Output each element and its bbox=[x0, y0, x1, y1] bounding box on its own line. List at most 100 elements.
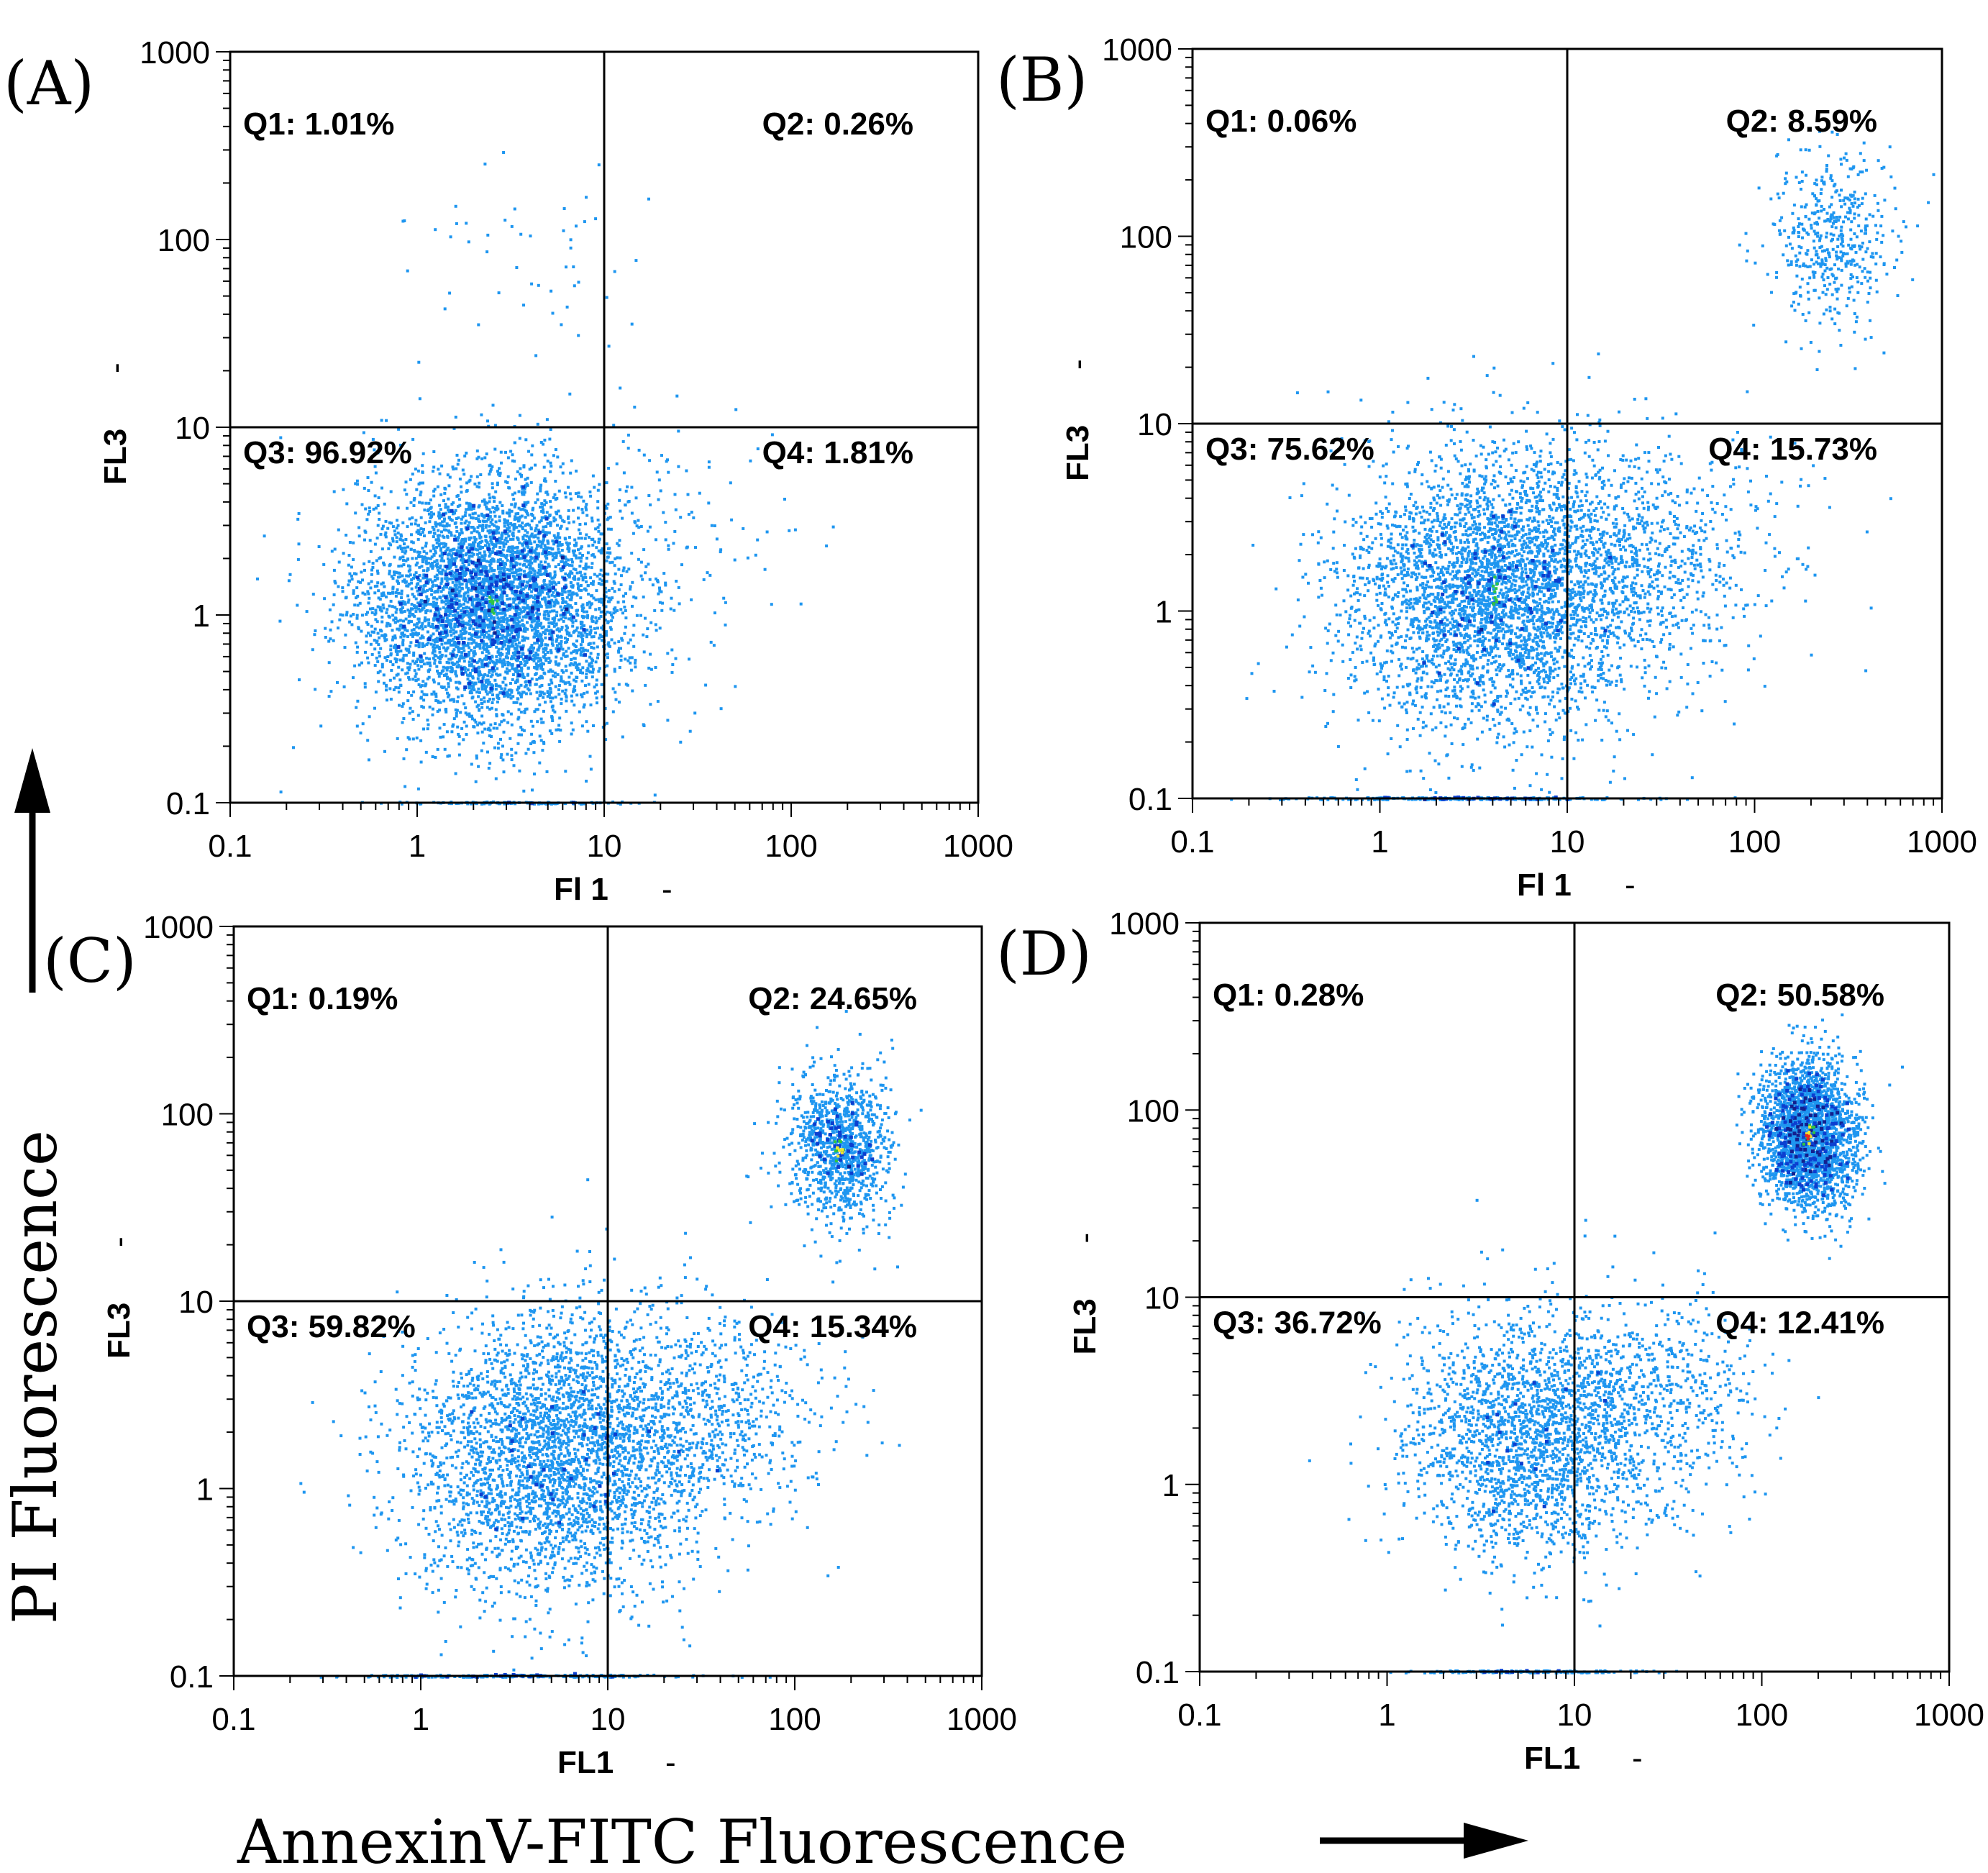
scatter-point bbox=[411, 678, 415, 681]
scatter-point bbox=[488, 564, 492, 567]
scatter-point bbox=[629, 588, 632, 591]
scatter-point bbox=[501, 583, 505, 586]
scatter-point bbox=[442, 519, 446, 523]
scatter-point bbox=[399, 684, 403, 688]
scatter-point bbox=[387, 614, 391, 618]
scatter-point bbox=[465, 552, 468, 555]
scatter-point bbox=[519, 551, 522, 555]
scatter-point bbox=[429, 506, 433, 509]
scatter-point bbox=[495, 593, 498, 596]
scatter-point bbox=[581, 606, 585, 610]
scatter-point bbox=[552, 619, 556, 622]
scatter-point bbox=[391, 577, 395, 580]
scatter-point bbox=[376, 660, 380, 663]
scatter-point bbox=[515, 608, 519, 611]
scatter-point bbox=[431, 580, 434, 583]
scatter-point bbox=[542, 625, 545, 629]
scatter-point bbox=[610, 638, 614, 642]
scatter-point bbox=[469, 637, 473, 640]
scatter-point bbox=[512, 764, 516, 767]
scatter-point bbox=[521, 493, 524, 496]
scatter-point bbox=[536, 492, 539, 496]
scatter-point bbox=[329, 637, 332, 641]
scatter-point bbox=[383, 633, 387, 637]
scatter-point bbox=[539, 662, 542, 666]
scatter-point bbox=[614, 698, 618, 701]
scatter-point bbox=[511, 459, 514, 462]
scatter-point bbox=[408, 666, 411, 670]
scatter-point bbox=[446, 755, 450, 758]
scatter-point bbox=[550, 670, 554, 673]
scatter-point bbox=[457, 650, 460, 653]
scatter-point bbox=[578, 532, 582, 535]
scatter-point bbox=[363, 593, 367, 596]
scatter-point bbox=[370, 568, 373, 572]
scatter-point bbox=[444, 570, 447, 573]
scatter-point bbox=[429, 498, 432, 502]
scatter-point bbox=[370, 630, 374, 634]
scatter-point bbox=[503, 663, 507, 667]
scatter-point bbox=[327, 695, 331, 698]
scatter-point bbox=[525, 565, 529, 569]
scatter-point bbox=[512, 701, 516, 704]
scatter-point bbox=[461, 578, 465, 582]
scatter-point bbox=[594, 631, 598, 634]
scatter-point bbox=[713, 611, 716, 615]
scatter-point bbox=[588, 632, 592, 636]
scatter-point bbox=[534, 601, 537, 605]
scatter-point bbox=[407, 648, 411, 652]
scatter-point bbox=[470, 762, 473, 766]
scatter-point bbox=[490, 624, 493, 628]
scatter-point bbox=[515, 647, 519, 650]
scatter-point bbox=[580, 647, 583, 650]
scatter-point bbox=[572, 568, 575, 570]
scatter-point bbox=[493, 664, 496, 667]
scatter-point bbox=[451, 552, 455, 555]
scatter-point bbox=[355, 479, 359, 483]
scatter-point bbox=[502, 658, 506, 662]
scatter-point bbox=[555, 647, 558, 650]
scatter-point bbox=[480, 722, 483, 726]
scatter-point bbox=[406, 635, 409, 638]
scatter-point bbox=[498, 501, 502, 504]
scatter-point bbox=[546, 540, 550, 544]
scatter-point bbox=[535, 667, 539, 671]
scatter-point bbox=[569, 497, 573, 501]
scatter-point bbox=[555, 611, 559, 614]
scatter-point bbox=[455, 467, 458, 470]
scatter-point bbox=[427, 618, 430, 621]
scatter-point bbox=[564, 655, 567, 658]
scatter-point bbox=[373, 494, 377, 498]
scatter-point bbox=[397, 582, 400, 585]
scatter-point bbox=[438, 708, 442, 712]
scatter-point bbox=[454, 643, 457, 647]
scatter-point bbox=[544, 555, 547, 558]
scatter-point bbox=[503, 677, 507, 680]
scatter-point bbox=[478, 647, 482, 650]
scatter-point bbox=[530, 282, 534, 286]
scatter-point bbox=[435, 545, 439, 549]
scatter-point bbox=[491, 486, 494, 490]
scatter-point bbox=[491, 576, 495, 580]
scatter-point bbox=[580, 724, 584, 728]
scatter-point bbox=[448, 291, 452, 295]
scatter-point bbox=[443, 747, 447, 751]
scatter-point bbox=[388, 572, 391, 575]
scatter-point bbox=[533, 657, 537, 660]
scatter-point bbox=[380, 620, 384, 624]
scatter-point bbox=[414, 610, 418, 614]
scatter-point bbox=[506, 617, 509, 621]
scatter-point bbox=[355, 573, 358, 575]
scatter-point bbox=[381, 524, 385, 528]
scatter-point bbox=[506, 532, 509, 535]
scatter-point bbox=[550, 639, 554, 642]
scatter-point bbox=[484, 679, 488, 683]
scatter-point bbox=[397, 591, 401, 595]
scatter-point bbox=[456, 573, 459, 577]
scatter-point bbox=[535, 664, 539, 667]
scatter-point bbox=[525, 606, 528, 610]
scatter-point bbox=[449, 665, 452, 669]
scatter-point bbox=[519, 568, 523, 572]
scatter-point bbox=[544, 598, 547, 602]
scatter-point bbox=[523, 570, 526, 573]
